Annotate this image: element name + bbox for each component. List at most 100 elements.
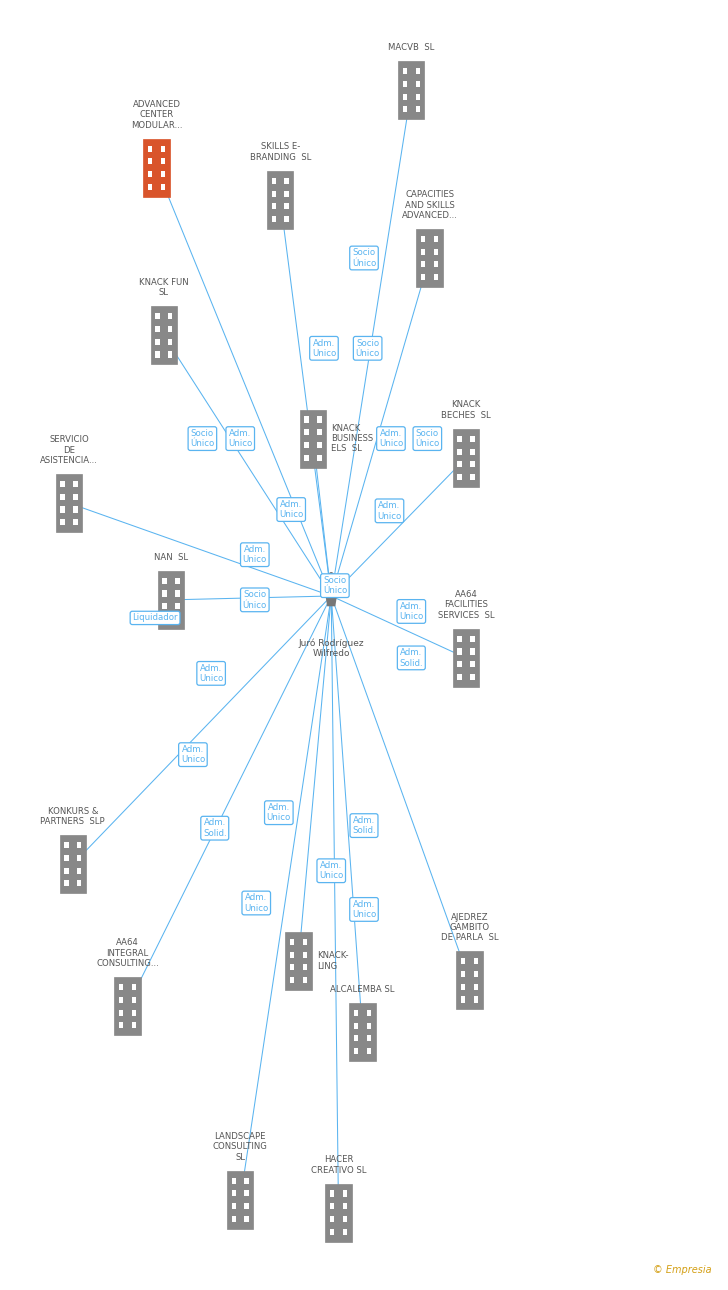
FancyBboxPatch shape <box>416 230 443 286</box>
Bar <box>317 417 322 423</box>
Text: LANDSCAPE
CONSULTING
SL: LANDSCAPE CONSULTING SL <box>213 1131 268 1161</box>
Bar <box>421 262 425 267</box>
Bar <box>77 880 82 886</box>
Bar <box>290 977 294 983</box>
Bar <box>470 449 475 454</box>
Bar <box>77 868 82 873</box>
Bar <box>155 339 159 344</box>
Bar <box>434 273 438 280</box>
Bar <box>474 958 478 965</box>
Bar <box>304 430 309 435</box>
Text: CAPACITIES
AND SKILLS
ADVANCED...: CAPACITIES AND SKILLS ADVANCED... <box>402 190 457 219</box>
Text: Adm.
Unico: Adm. Unico <box>312 338 336 359</box>
Bar <box>367 1047 371 1054</box>
Bar <box>60 519 65 525</box>
Text: Adm.
Unico: Adm. Unico <box>242 544 267 565</box>
Bar <box>474 984 478 989</box>
Text: Adm.
Unico: Adm. Unico <box>352 899 376 920</box>
Text: Adm.
Unico: Adm. Unico <box>181 744 205 765</box>
Bar <box>457 436 462 442</box>
Bar <box>416 94 420 99</box>
Text: Adm.
Solid.: Adm. Solid. <box>352 815 376 836</box>
Text: NAN  SL: NAN SL <box>154 553 188 562</box>
Bar <box>343 1228 347 1235</box>
Text: Adm.
Unico: Adm. Unico <box>399 601 424 622</box>
FancyBboxPatch shape <box>300 409 326 467</box>
Bar <box>161 146 165 152</box>
Bar <box>317 430 322 435</box>
Bar <box>64 880 68 886</box>
Bar <box>461 958 465 965</box>
Bar <box>303 965 307 970</box>
FancyBboxPatch shape <box>325 1184 352 1241</box>
Bar <box>470 673 475 680</box>
Text: MACVB  SL: MACVB SL <box>388 44 435 52</box>
Bar <box>474 996 478 1002</box>
Bar <box>155 351 159 357</box>
Bar <box>162 604 167 609</box>
Bar <box>317 454 322 461</box>
Bar <box>434 236 438 243</box>
Bar <box>74 507 78 512</box>
Bar <box>457 636 462 642</box>
Bar <box>272 215 276 222</box>
Bar <box>304 417 309 423</box>
Bar <box>457 649 462 654</box>
Text: Adm.
Unico: Adm. Unico <box>319 860 344 881</box>
Bar <box>330 1216 334 1222</box>
Bar <box>232 1215 236 1222</box>
Bar <box>119 1022 123 1028</box>
Text: SKILLS E-
BRANDING  SL: SKILLS E- BRANDING SL <box>250 142 311 161</box>
Text: ADVANCED
CENTER
MODULAR...: ADVANCED CENTER MODULAR... <box>131 99 182 130</box>
Bar <box>232 1204 236 1209</box>
Bar <box>343 1204 347 1209</box>
Bar <box>119 984 123 991</box>
Bar <box>161 183 165 190</box>
Bar <box>330 1228 334 1235</box>
FancyBboxPatch shape <box>398 61 424 119</box>
Bar <box>74 494 78 499</box>
Bar <box>64 842 68 849</box>
Text: KNACK-
LING: KNACK- LING <box>317 951 348 971</box>
FancyBboxPatch shape <box>227 1171 253 1228</box>
Text: ALCALEMBA SL: ALCALEMBA SL <box>331 986 395 993</box>
Bar <box>343 1191 347 1197</box>
Bar <box>470 473 475 480</box>
Bar <box>64 855 68 860</box>
Bar <box>245 1178 249 1184</box>
Text: Adm.
Unico: Adm. Unico <box>379 428 403 449</box>
Bar <box>403 106 407 112</box>
Bar <box>119 1010 123 1015</box>
Bar <box>470 649 475 654</box>
Bar <box>470 462 475 467</box>
Bar <box>132 984 136 991</box>
Text: AJEDREZ
GAMBITO
DE PARLA  SL: AJEDREZ GAMBITO DE PARLA SL <box>440 912 499 942</box>
Bar <box>303 939 307 946</box>
Bar <box>162 591 167 596</box>
Bar <box>457 673 462 680</box>
Bar <box>155 313 159 320</box>
Bar <box>457 662 462 667</box>
Bar <box>74 481 78 488</box>
Text: KONKURS &
PARTNERS  SLP: KONKURS & PARTNERS SLP <box>41 806 105 826</box>
Bar <box>148 183 152 190</box>
Circle shape <box>327 571 336 587</box>
Bar <box>290 952 294 957</box>
Text: Adm.
Unico: Adm. Unico <box>279 499 304 520</box>
Text: Adm.
Unico: Adm. Unico <box>377 501 402 521</box>
Text: Socio
Único: Socio Único <box>190 428 215 449</box>
Text: KNACK FUN
SL: KNACK FUN SL <box>139 277 189 298</box>
Bar <box>175 604 180 609</box>
Bar <box>354 1010 358 1017</box>
Bar <box>272 204 276 209</box>
Text: Adm.
Unico: Adm. Unico <box>228 428 253 449</box>
Bar <box>330 1191 334 1197</box>
Bar <box>457 449 462 454</box>
Bar <box>303 977 307 983</box>
Text: Socio
Único: Socio Único <box>355 338 380 359</box>
Bar <box>245 1204 249 1209</box>
Bar <box>303 952 307 957</box>
Text: AA64
FACILITIES
SERVICES  SL: AA64 FACILITIES SERVICES SL <box>438 590 494 620</box>
Bar <box>272 191 276 196</box>
Bar <box>290 939 294 946</box>
